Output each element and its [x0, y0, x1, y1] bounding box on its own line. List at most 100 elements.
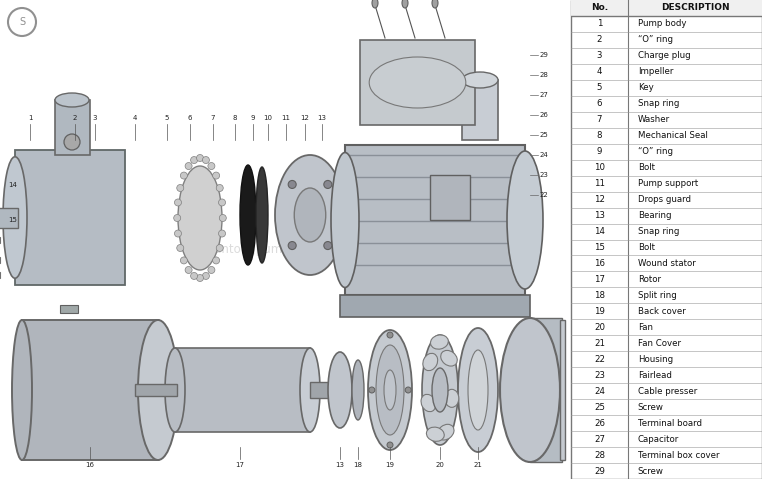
Ellipse shape: [288, 241, 296, 250]
Bar: [360, 40, 475, 125]
Ellipse shape: [55, 93, 89, 107]
Text: 4: 4: [597, 68, 602, 76]
Ellipse shape: [328, 352, 352, 428]
Ellipse shape: [174, 230, 181, 237]
Ellipse shape: [440, 351, 457, 366]
Ellipse shape: [368, 330, 412, 450]
Text: 4: 4: [133, 115, 137, 121]
Text: Screw: Screw: [638, 467, 664, 476]
Ellipse shape: [177, 244, 184, 251]
Text: Bolt: Bolt: [638, 243, 655, 252]
Text: 15: 15: [594, 243, 605, 252]
Text: 18: 18: [594, 291, 605, 300]
Bar: [530, 318, 562, 462]
Ellipse shape: [387, 442, 393, 448]
Text: 11: 11: [281, 115, 290, 121]
Text: Terminal board: Terminal board: [638, 419, 702, 428]
Text: 26: 26: [540, 112, 549, 118]
Ellipse shape: [437, 424, 454, 440]
Ellipse shape: [185, 162, 192, 170]
Text: 3: 3: [597, 51, 602, 60]
Ellipse shape: [178, 166, 222, 270]
Text: 21: 21: [594, 339, 605, 348]
Text: Terminal box cover: Terminal box cover: [638, 451, 719, 459]
Bar: [462, 80, 498, 140]
Ellipse shape: [181, 172, 187, 179]
Ellipse shape: [294, 188, 325, 242]
Ellipse shape: [427, 427, 444, 441]
Text: No.: No.: [591, 3, 608, 12]
Ellipse shape: [431, 335, 448, 349]
Ellipse shape: [208, 266, 215, 274]
Ellipse shape: [462, 72, 498, 88]
Ellipse shape: [421, 394, 436, 411]
Text: Mechanical Seal: Mechanical Seal: [638, 131, 708, 140]
Text: 27: 27: [540, 92, 549, 98]
Text: 17: 17: [235, 462, 245, 468]
Ellipse shape: [405, 387, 411, 393]
Text: Washer: Washer: [638, 115, 670, 124]
Ellipse shape: [387, 332, 393, 338]
Text: 17: 17: [594, 275, 605, 284]
Ellipse shape: [216, 244, 223, 251]
Text: 6: 6: [597, 99, 602, 108]
Ellipse shape: [445, 389, 459, 407]
Text: 18: 18: [354, 462, 363, 468]
Ellipse shape: [208, 162, 215, 170]
Text: 16: 16: [594, 259, 605, 268]
Ellipse shape: [432, 368, 448, 412]
Text: 13: 13: [335, 462, 344, 468]
Ellipse shape: [12, 320, 32, 460]
Text: 19: 19: [594, 307, 605, 316]
Text: 14: 14: [594, 227, 605, 236]
Text: Split ring: Split ring: [638, 291, 677, 300]
Text: 24: 24: [540, 152, 549, 158]
Text: 16: 16: [85, 462, 94, 468]
Ellipse shape: [468, 350, 488, 430]
Text: 27: 27: [594, 434, 605, 444]
Ellipse shape: [174, 199, 181, 206]
Bar: [310, 382, 360, 398]
Text: 3: 3: [93, 115, 98, 121]
Ellipse shape: [165, 348, 185, 432]
Text: Key: Key: [638, 83, 654, 92]
Text: 2: 2: [73, 115, 77, 121]
Bar: [135, 384, 177, 396]
Ellipse shape: [331, 152, 359, 287]
Text: 5: 5: [165, 115, 169, 121]
Ellipse shape: [384, 370, 396, 410]
Text: Housing: Housing: [638, 355, 673, 364]
Text: Back cover: Back cover: [638, 307, 686, 316]
Ellipse shape: [369, 387, 375, 393]
Ellipse shape: [203, 273, 210, 279]
Text: 7: 7: [211, 115, 215, 121]
Text: Impeller: Impeller: [638, 68, 673, 76]
Text: “O” ring: “O” ring: [638, 147, 673, 156]
Text: 23: 23: [540, 172, 549, 178]
Text: 7: 7: [597, 115, 602, 124]
Ellipse shape: [240, 165, 256, 265]
Text: 1: 1: [597, 20, 602, 28]
Text: Cable presser: Cable presser: [638, 387, 697, 396]
Text: Fan: Fan: [638, 323, 653, 332]
Text: 9: 9: [251, 115, 255, 121]
Text: 8: 8: [597, 131, 602, 140]
Ellipse shape: [275, 155, 345, 275]
Text: 28: 28: [594, 451, 605, 459]
Text: “O” ring: “O” ring: [638, 35, 673, 45]
Text: 6: 6: [187, 115, 192, 121]
Text: 20: 20: [436, 462, 444, 468]
Ellipse shape: [376, 345, 404, 435]
Text: 12: 12: [300, 115, 309, 121]
Text: 19: 19: [386, 462, 395, 468]
Ellipse shape: [256, 167, 268, 263]
Ellipse shape: [219, 230, 226, 237]
Text: Snap ring: Snap ring: [638, 227, 679, 236]
Text: 22: 22: [540, 192, 549, 198]
Ellipse shape: [216, 184, 223, 192]
Text: 29: 29: [540, 52, 549, 58]
Text: Capacitor: Capacitor: [638, 434, 679, 444]
Text: Wound stator: Wound stator: [638, 259, 696, 268]
Text: 26: 26: [594, 419, 605, 428]
Ellipse shape: [458, 328, 498, 452]
